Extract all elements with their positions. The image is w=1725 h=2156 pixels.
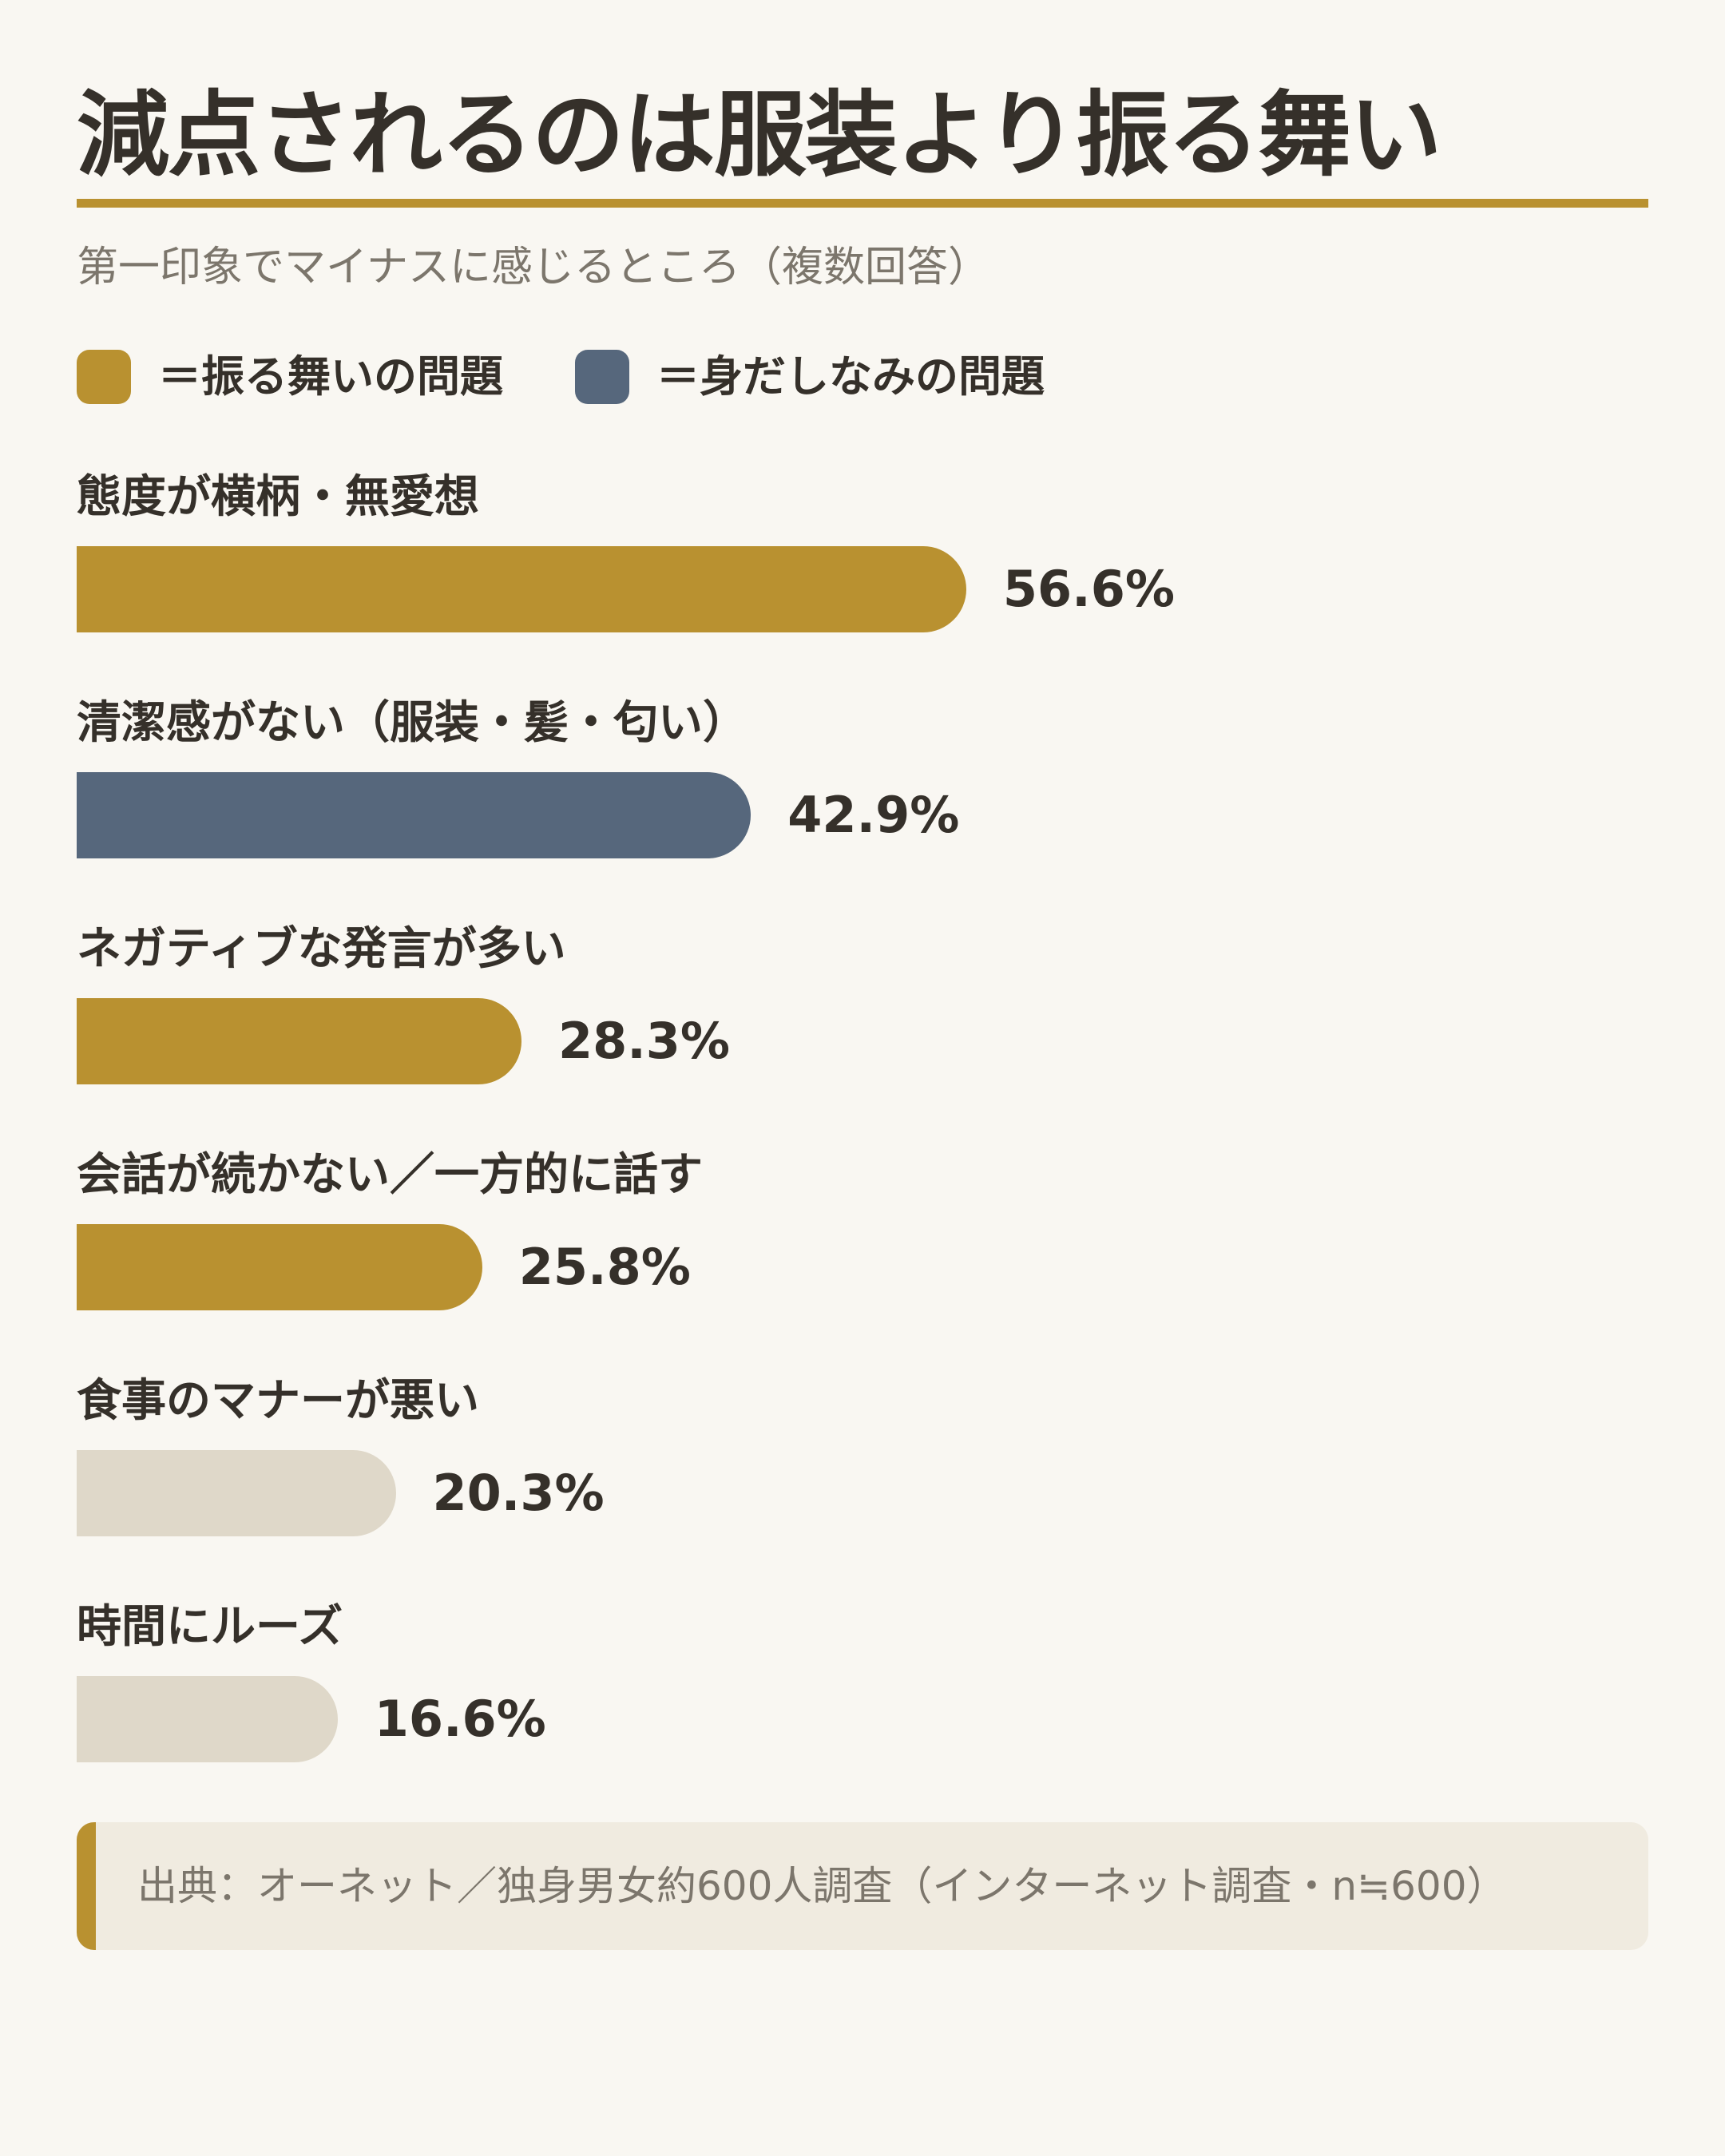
legend-label-behavior: ＝振る舞いの問題 xyxy=(158,351,503,402)
source-note: 出典：オーネット／独身男女約600人調査（インターネット調査・n≒600） xyxy=(77,1822,1648,1950)
bar-label: ネガティブな発言が多い xyxy=(77,923,566,975)
infographic: 減点されるのは服装より振る舞い 第一印象でマイナスに感じるところ（複数回答） ＝… xyxy=(77,0,1648,2156)
legend-item-grooming: ＝身だしなみの問題 xyxy=(575,349,1045,405)
bar-value-label: 25.8% xyxy=(518,1238,691,1296)
bar-label: 態度が横柄・無愛想 xyxy=(77,471,479,523)
bar-label: 食事のマナーが悪い xyxy=(77,1375,479,1427)
bar-value-label: 56.6% xyxy=(1002,560,1175,618)
legend-item-behavior: ＝振る舞いの問題 xyxy=(77,349,503,405)
page-title: 減点されるのは服装より振る舞い xyxy=(77,81,1442,189)
legend-swatch-grooming xyxy=(575,350,629,404)
bar xyxy=(77,1676,338,1762)
bar xyxy=(77,772,751,858)
legend: ＝振る舞いの問題 ＝身だしなみの問題 xyxy=(77,345,1116,409)
bar-chart: 態度が横柄・無愛想 56.6% 清潔感がない（服装・髪・匂い） 42.9% ネガティブな… xyxy=(77,0,1648,1837)
source-accent-bar xyxy=(77,1822,96,1950)
bar-label: 時間にルーズ xyxy=(77,1601,343,1653)
bar-value-label: 28.3% xyxy=(557,1012,731,1070)
bar-label: 会話が続かない／一方的に話す xyxy=(77,1149,703,1201)
legend-label-grooming: ＝身だしなみの問題 xyxy=(656,351,1045,402)
bar xyxy=(77,998,521,1084)
bar xyxy=(77,1224,482,1310)
legend-swatch-behavior xyxy=(77,350,131,404)
bar-value-label: 20.3% xyxy=(432,1464,605,1522)
bar-value-label: 16.6% xyxy=(374,1690,546,1748)
bar-label: 清潔感がない（服装・髪・匂い） xyxy=(77,697,748,749)
source-text: 出典：オーネット／独身男女約600人調査（インターネット調査・n≒600） xyxy=(137,1863,1507,1909)
bar-value-label: 42.9% xyxy=(787,786,960,844)
title-divider xyxy=(77,199,1648,208)
chart-subtitle: 第一印象でマイナスに感じるところ（複数回答） xyxy=(77,244,989,291)
bar xyxy=(77,546,966,632)
bar xyxy=(77,1450,396,1536)
